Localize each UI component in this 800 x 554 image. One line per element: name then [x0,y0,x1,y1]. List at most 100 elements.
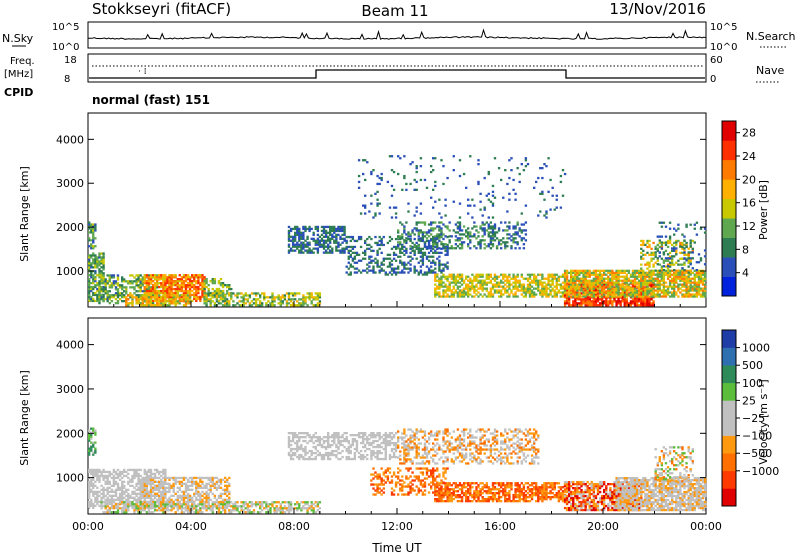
data-cell [156,498,159,501]
data-cell [149,476,153,480]
data-cell [156,488,159,491]
data-cell [112,284,116,287]
data-cell [594,288,598,291]
data-cell [151,302,155,305]
data-cell [549,275,552,278]
data-cell [434,157,437,160]
data-cell [143,502,146,505]
data-cell [516,243,519,246]
data-cell [182,294,186,297]
data-cell [701,291,705,294]
data-cell [409,247,412,250]
data-cell [598,271,602,274]
data-cell [92,429,95,432]
data-cell [578,304,581,307]
data-cell [609,293,612,296]
data-cell [537,176,540,180]
data-cell [695,295,699,298]
data-cell [683,269,686,272]
data-cell [514,287,517,290]
data-cell [596,304,600,307]
data-cell [399,271,402,274]
data-cell [485,245,488,248]
data-cell [512,241,515,244]
data-cell [184,285,188,289]
data-cell [151,299,155,303]
data-cell [203,278,206,281]
data-cell [489,279,493,282]
data-cell [528,293,532,296]
data-cell [491,287,495,290]
data-cell [650,281,653,284]
data-cell [141,484,144,487]
data-cell [487,170,490,174]
data-cell [129,496,132,499]
data-cell [102,496,105,499]
data-cell [137,290,140,293]
data-cell [314,243,317,246]
data-cell [600,283,604,286]
data-cell [588,273,591,276]
data-cell [403,176,406,180]
data-cell [644,287,647,290]
data-cell [219,302,223,305]
data-cell [100,484,103,487]
data-cell [617,298,620,301]
data-cell [458,174,462,178]
data-cell [308,296,311,299]
data-cell [94,293,97,297]
data-cell [500,178,503,182]
data-cell [633,269,637,272]
data-cell [135,296,138,299]
data-cell [611,275,614,278]
data-cell [248,304,252,307]
data-cell [153,294,157,297]
data-cell [646,241,649,245]
data-cell [427,259,431,262]
data-cell [145,289,149,293]
data-cell [316,225,320,229]
data-cell [419,165,423,168]
data-cell [497,229,501,232]
data-cell [90,441,93,444]
data-cell [495,289,499,292]
data-cell [114,482,118,485]
data-cell [382,257,385,260]
data-cell [158,498,161,501]
data-cell [143,476,146,480]
data-cell [413,267,416,270]
data-cell [487,243,490,246]
data-cell [382,263,385,266]
data-cell [90,470,93,474]
data-cell [232,300,235,303]
data-cell [454,291,458,294]
data-cell [565,287,569,290]
data-cell [695,275,699,278]
data-cell [147,278,151,281]
data-cell [421,247,425,250]
data-cell [570,275,573,278]
data-cell [514,241,517,244]
data-cell [191,280,194,283]
data-cell [139,284,142,287]
data-cell [592,293,596,296]
data-cell [646,245,649,249]
data-cell [322,229,326,233]
data-cell [294,233,297,236]
data-cell [506,281,509,284]
data-cell [646,283,649,286]
data-cell [549,291,552,294]
data-cell [623,298,626,301]
data-cell [497,239,501,242]
data-cell [629,273,633,276]
data-cell [207,299,210,303]
data-cell [500,247,503,250]
data-cell [135,278,138,281]
data-cell [535,180,538,184]
data-cell [296,225,299,229]
data-cell [186,298,190,301]
data-cell [417,245,420,248]
data-cell [413,253,416,256]
data-cell [588,296,591,299]
data-cell [432,245,435,248]
